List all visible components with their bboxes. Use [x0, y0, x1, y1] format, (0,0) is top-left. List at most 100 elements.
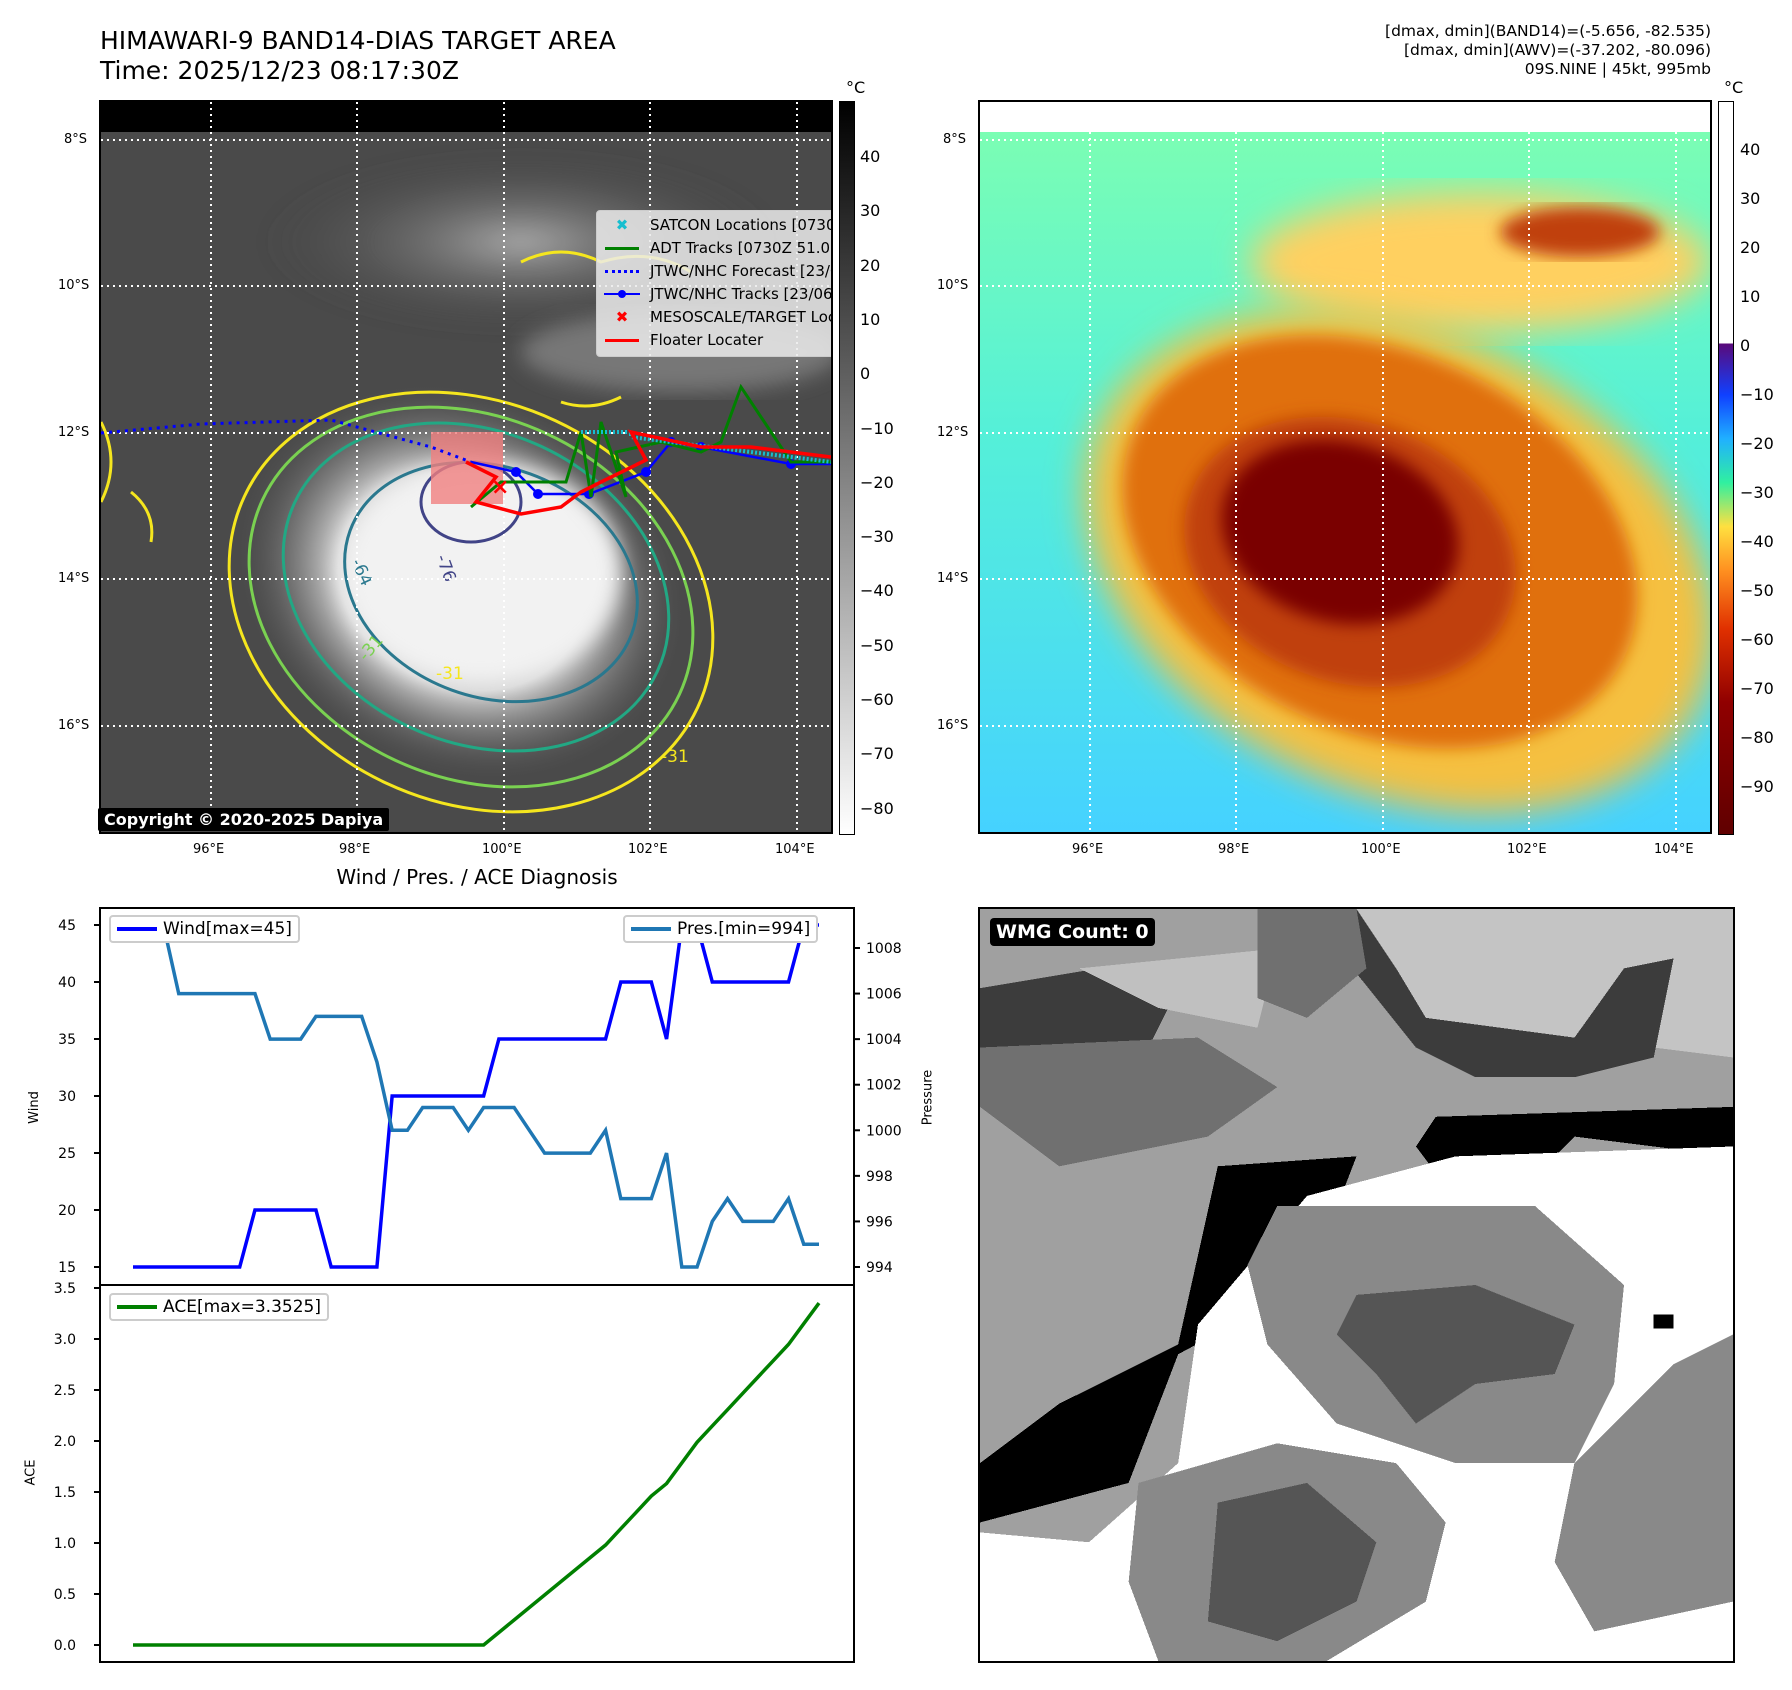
colorbar-tick-label: −60: [1740, 630, 1774, 649]
pressure-series-line: [133, 923, 819, 1269]
adt-track: [470, 383, 831, 509]
lon-label: 96°E: [1072, 842, 1104, 857]
map-legend: ✖ SATCON Locations [0730Z 47 993] ADT Tra…: [596, 210, 833, 357]
wmg-image: [980, 909, 1733, 1661]
lat-label: 14°S: [937, 571, 969, 586]
ace-tick-label: 0.0: [54, 1638, 76, 1654]
wind-tick-label: 30: [58, 1089, 76, 1105]
colorbar-unit: °C: [1724, 78, 1744, 97]
ace-tick-label: 2.5: [54, 1383, 76, 1399]
wind-tick-label: 40: [58, 975, 76, 991]
storm-info: 09S.NINE | 45kt, 995mb: [1524, 60, 1711, 78]
x-marker-icon: ✖: [615, 308, 629, 326]
floater-locater-track: [465, 429, 831, 516]
legend-label: JTWC/NHC Tracks [23/0600Z]: [650, 285, 833, 303]
colorbar-tick-label: −40: [860, 581, 894, 601]
legend-item-mesoscale: ✖ MESOSCALE/TARGET Location: [597, 306, 831, 328]
colorbar-tick-label: 30: [860, 201, 881, 221]
colorbar-tick-label: 40: [1740, 140, 1761, 159]
ace-tick-label: 2.0: [54, 1434, 76, 1450]
awv-colorbar: [1718, 101, 1734, 835]
wind-tick-label: 45: [58, 918, 76, 934]
lon-label: 104°E: [775, 842, 815, 857]
solid-line-icon: [597, 338, 647, 342]
bt-colorbar: [839, 101, 855, 835]
title-text: HIMAWARI-9 BAND14-DIAS TARGET AREA: [100, 26, 616, 55]
dotted-line-icon: [597, 269, 647, 273]
colorbar-tick-label: 30: [1740, 189, 1761, 208]
colorbar-tick-label: 20: [1740, 238, 1761, 257]
colorbar-tick-label: −70: [860, 744, 894, 764]
legend-label: SATCON Locations [0730Z 47 993]: [650, 216, 831, 234]
ace-legend: ACE[max=3.3525]: [109, 1293, 329, 1321]
colorbar-tick-label: −60: [860, 690, 894, 709]
wmg-panel: [978, 907, 1735, 1663]
green-line-icon: [117, 1305, 157, 1309]
pressure-tick-label: 996: [866, 1214, 893, 1230]
ace-tick-label: 0.5: [54, 1587, 76, 1603]
copyright-label: Copyright © 2020-2025 Dapiya: [98, 808, 390, 831]
stats-info: [dmax, dmin](BAND14)=(-5.656, -82.535) […: [1385, 22, 1711, 79]
line-dot-icon: [597, 289, 647, 299]
colorbar-tick-label: −50: [1740, 581, 1774, 600]
lat-label: 8°S: [64, 132, 88, 147]
colorbar-tick-label: −20: [1740, 434, 1774, 453]
legend-label: Floater Locater: [650, 331, 764, 349]
wind-axis-label: Wind: [26, 1091, 42, 1124]
legend-item-jtwc-tracks: JTWC/NHC Tracks [23/0600Z]: [597, 283, 833, 305]
wind-legend-label: Wind[max=45]: [163, 919, 292, 939]
x-marker-icon: ✖: [615, 216, 629, 234]
wind-legend: Wind[max=45]: [109, 915, 300, 943]
pressure-tick-label: 1002: [866, 1078, 902, 1094]
lon-label: 96°E: [193, 842, 225, 857]
lon-label: 102°E: [628, 842, 668, 857]
lon-label: 98°E: [1218, 842, 1250, 857]
pressure-tick-label: 994: [866, 1260, 893, 1276]
lat-label: 16°S: [58, 718, 90, 733]
wind-series-line: [133, 923, 819, 1269]
pressure-tick-label: 1008: [866, 941, 902, 957]
colorbar-tick-label: −10: [1740, 385, 1774, 404]
wind-tick-label: 25: [58, 1146, 76, 1162]
ace-tick-label: 3.0: [54, 1332, 76, 1348]
legend-item-adt: ADT Tracks [0730Z 51.0 995.2]: [597, 237, 831, 259]
legend-label: MESOSCALE/TARGET Location: [650, 308, 831, 326]
awv-map-panel: [978, 100, 1712, 834]
pressure-axis-label: Pressure: [920, 1069, 936, 1126]
ace-tick-label: 3.5: [54, 1281, 76, 1297]
lat-label: 12°S: [937, 425, 969, 440]
satcon-locations: [581, 430, 831, 464]
wind-tick-label: 20: [58, 1203, 76, 1219]
band14-range: [dmax, dmin](BAND14)=(-5.656, -82.535): [1385, 22, 1711, 40]
solid-line-icon: [597, 246, 647, 250]
colorbar-tick-label: −30: [1740, 483, 1774, 502]
wmg-count-label: WMG Count: 0: [990, 918, 1155, 946]
lat-label: 8°S: [943, 132, 967, 147]
colorbar-tick-label: 0: [1740, 336, 1751, 355]
legend-item-floater: Floater Locater: [597, 329, 763, 351]
ace-tick-label: 1.5: [54, 1485, 76, 1501]
chart-title: Wind / Pres. / ACE Diagnosis: [336, 865, 618, 889]
contour-label: -31: [661, 747, 689, 767]
legend-item-satcon: ✖ SATCON Locations [0730Z 47 993]: [597, 214, 831, 236]
lon-label: 100°E: [482, 842, 522, 857]
colorbar-tick-label: −80: [860, 798, 894, 818]
pressure-tick-label: 998: [866, 1169, 893, 1185]
lat-label: 16°S: [937, 718, 969, 733]
target-marker-icon: ×: [491, 475, 509, 500]
colorbar-tick-label: −20: [860, 472, 894, 492]
awv-range: [dmax, dmin](AWV)=(-37.202, -80.096): [1404, 41, 1711, 59]
colorbar-tick-label: −90: [1740, 777, 1774, 796]
legend-label: ADT Tracks [0730Z 51.0 995.2]: [650, 239, 831, 257]
colorbar-tick-label: 10: [860, 309, 881, 329]
figure-title: HIMAWARI-9 BAND14-DIAS TARGET AREA Time:…: [100, 26, 616, 86]
lat-label: 14°S: [58, 571, 90, 586]
ace-tick-label: 1.0: [54, 1536, 76, 1552]
colorbar-tick-label: −30: [860, 527, 894, 547]
lon-label: 104°E: [1654, 842, 1694, 857]
ir-map-panel: -64 -76 -31 -31 -31 × ✖ SATCON Locations …: [99, 100, 833, 834]
colorbar-unit: °C: [846, 78, 866, 97]
lon-label: 100°E: [1361, 842, 1401, 857]
colorbar-tick-label: 40: [860, 147, 881, 166]
pressure-legend: Pres.[min=994]: [623, 915, 819, 943]
